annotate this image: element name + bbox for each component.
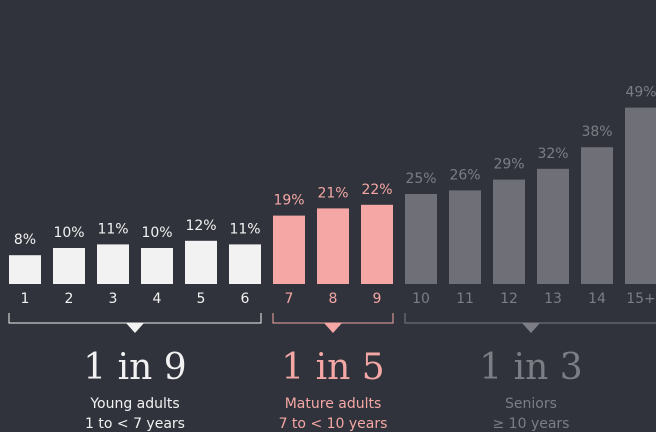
group-range: 7 to < 10 years bbox=[279, 416, 388, 432]
x-tick-label: 14 bbox=[588, 291, 606, 307]
x-tick-label: 12 bbox=[500, 291, 518, 307]
value-label: 29% bbox=[493, 157, 524, 173]
x-tick-label: 6 bbox=[241, 291, 250, 307]
group-name: Mature adults bbox=[285, 396, 382, 412]
bar bbox=[141, 248, 173, 284]
bar bbox=[361, 204, 393, 284]
x-tick-label: 9 bbox=[373, 291, 382, 307]
group-ratio: 1 in 9 bbox=[83, 347, 186, 388]
x-tick-label: 10 bbox=[412, 291, 430, 307]
bracket bbox=[272, 313, 394, 324]
value-label: 8% bbox=[14, 232, 36, 248]
value-label: 12% bbox=[185, 218, 216, 234]
bar bbox=[405, 194, 437, 284]
bar bbox=[581, 147, 613, 284]
value-label: 22% bbox=[361, 182, 392, 198]
x-tick-label: 3 bbox=[109, 291, 118, 307]
bar bbox=[229, 244, 261, 284]
bracket-pointer bbox=[126, 323, 144, 333]
group-name: Young adults bbox=[89, 396, 179, 412]
x-tick-label: 4 bbox=[153, 291, 162, 307]
x-tick-label: 1 bbox=[21, 291, 30, 307]
group-range: 1 to < 7 years bbox=[85, 416, 185, 432]
bar bbox=[9, 255, 41, 284]
x-tick-label: 13 bbox=[544, 291, 562, 307]
group-range: ≥ 10 years bbox=[493, 416, 570, 432]
x-tick-label: 2 bbox=[65, 291, 74, 307]
value-label: 26% bbox=[449, 167, 480, 183]
x-tick-label: 8 bbox=[329, 291, 338, 307]
x-tick-label: 7 bbox=[285, 291, 294, 307]
bar bbox=[97, 244, 129, 284]
x-tick-label: 11 bbox=[456, 291, 474, 307]
value-label: 19% bbox=[273, 193, 304, 209]
group-ratio: 1 in 3 bbox=[479, 347, 582, 388]
bar bbox=[493, 179, 525, 284]
bracket bbox=[404, 313, 656, 324]
value-label: 32% bbox=[537, 146, 568, 162]
bar bbox=[537, 168, 569, 284]
x-tick-label: 15+ bbox=[626, 291, 656, 307]
value-label: 10% bbox=[141, 225, 172, 241]
value-label: 11% bbox=[97, 221, 128, 237]
value-label: 49% bbox=[625, 85, 656, 101]
value-label: 25% bbox=[405, 171, 436, 187]
bracket-pointer bbox=[522, 323, 540, 333]
group-ratio: 1 in 5 bbox=[281, 347, 384, 388]
value-label: 10% bbox=[53, 225, 84, 241]
bar bbox=[317, 208, 349, 284]
bracket-pointer bbox=[324, 323, 342, 333]
bar bbox=[53, 248, 85, 284]
bar bbox=[273, 215, 305, 284]
group-name: Seniors bbox=[505, 396, 557, 412]
x-tick-label: 5 bbox=[197, 291, 206, 307]
bar bbox=[449, 190, 481, 284]
value-label: 38% bbox=[581, 124, 612, 140]
bar bbox=[625, 107, 656, 284]
value-label: 11% bbox=[229, 221, 260, 237]
bracket bbox=[8, 313, 262, 324]
value-label: 21% bbox=[317, 185, 348, 201]
bar bbox=[185, 240, 217, 284]
